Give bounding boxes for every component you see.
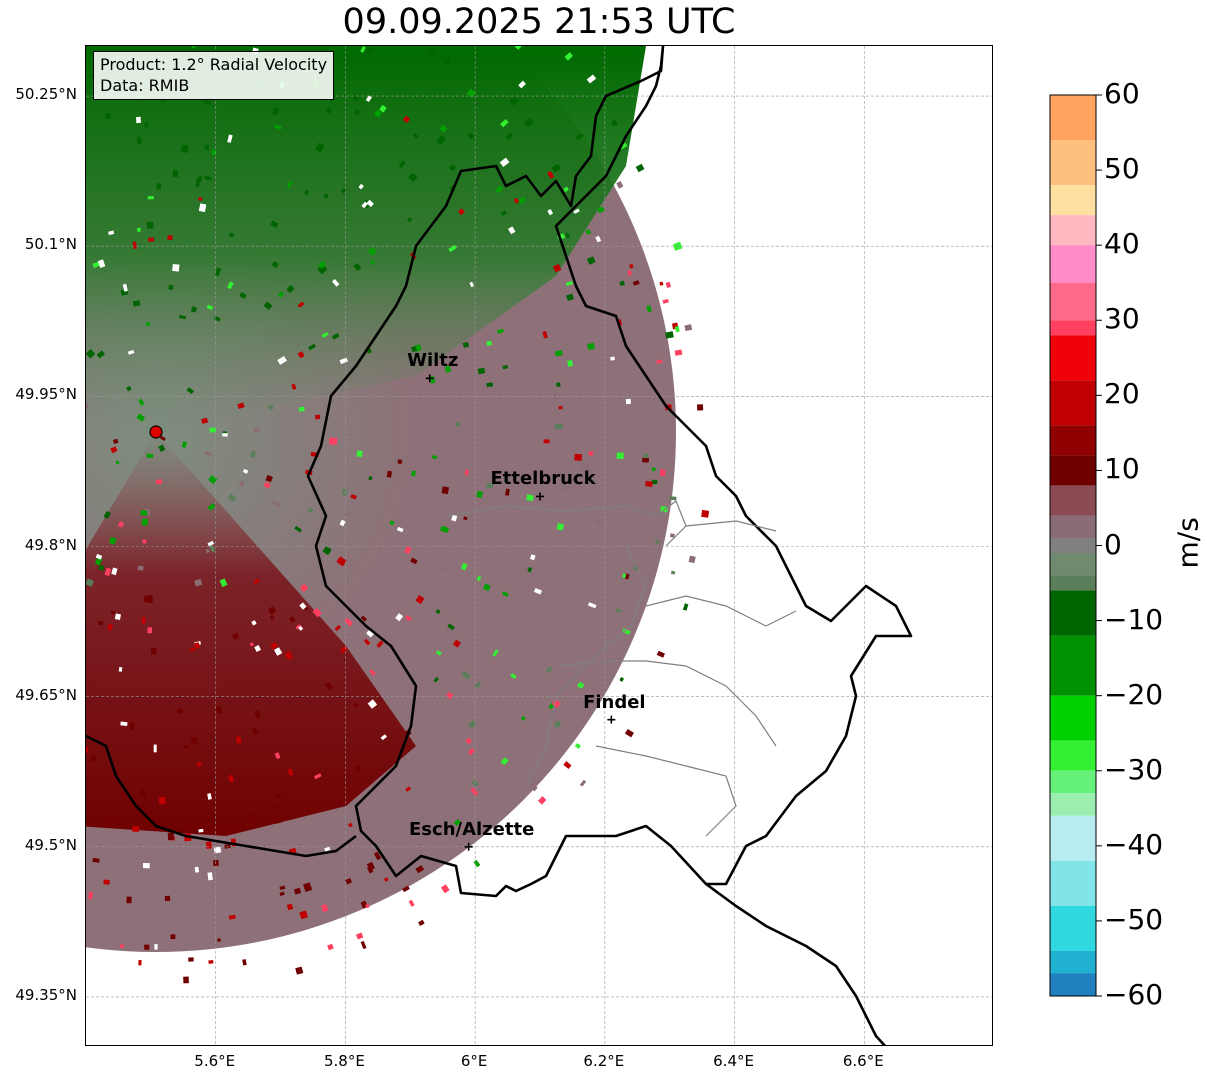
colorbar-tick-label: −60 — [1104, 978, 1164, 1011]
lon-tick-label: 6°E — [460, 1052, 488, 1070]
radar-site-marker — [149, 425, 163, 439]
lat-tick-label: 49.65°N — [15, 685, 77, 704]
lat-tick-label: 49.95°N — [15, 385, 77, 404]
city-label: Ettelbruck — [490, 468, 596, 490]
city-label: Esch/Alzette — [409, 818, 535, 840]
colorbar-band — [1050, 553, 1096, 576]
colorbar-band — [1050, 635, 1096, 696]
city-marker — [425, 374, 434, 383]
map-panel[interactable] — [85, 45, 993, 1046]
colorbar-band — [1050, 575, 1096, 591]
colorbar-band — [1050, 215, 1096, 246]
lon-tick-label: 6.6°E — [842, 1052, 884, 1070]
colorbar-band — [1050, 95, 1096, 141]
colorbar-tick-label: 0 — [1104, 527, 1122, 561]
colorbar-band — [1050, 335, 1096, 381]
colorbar-band — [1050, 950, 1096, 974]
data-source-label: Data: RMIB — [100, 76, 190, 95]
colorbar-tick-label: 50 — [1104, 152, 1140, 186]
colorbar-band — [1050, 740, 1096, 771]
lon-tick-label: 5.6°E — [194, 1052, 236, 1070]
lat-tick-label: 49.8°N — [24, 535, 77, 554]
radar-speckle — [86, 46, 710, 984]
city-label: Wiltz — [407, 350, 459, 372]
colorbar-tick-label: 30 — [1104, 302, 1140, 336]
radar-map[interactable] — [86, 46, 993, 1046]
lon-tick-label: 5.8°E — [324, 1052, 365, 1070]
product-info-box: Product: 1.2° Radial Velocity Data: RMIB — [93, 51, 335, 100]
colorbar-tick-label: 40 — [1104, 227, 1140, 261]
city-marker — [464, 842, 473, 851]
colorbar-tick-label: −30 — [1104, 752, 1164, 786]
city-markers — [425, 374, 616, 851]
colorbar-band — [1050, 185, 1096, 216]
colorbar-band — [1050, 320, 1096, 336]
colorbar-band — [1050, 515, 1096, 538]
lon-tick-label: 6.4°E — [713, 1052, 754, 1070]
colorbar-tick-label: −50 — [1104, 902, 1164, 936]
colorbar-band — [1050, 770, 1096, 794]
colorbar-band — [1050, 425, 1096, 456]
colorbar-band — [1050, 140, 1096, 186]
colorbar-band — [1050, 695, 1096, 741]
radar-coverage — [86, 46, 710, 984]
colorbar-tick-label: −20 — [1104, 677, 1164, 711]
colorbar-band — [1050, 793, 1096, 816]
colorbar-band — [1050, 485, 1096, 516]
colorbar-band — [1050, 905, 1096, 951]
map-title: 09.09.2025 21:53 UTC — [342, 2, 736, 42]
country-borders — [86, 46, 913, 1045]
colorbar-unit-label: m/s — [1171, 517, 1205, 569]
lat-tick-label: 50.25°N — [15, 85, 77, 104]
product-label: Product: 1.2° Radial Velocity — [100, 55, 328, 74]
colorbar-band — [1050, 282, 1096, 321]
colorbar-tick-label: 20 — [1104, 377, 1140, 411]
colorbar-band — [1050, 590, 1096, 636]
colorbar-band — [1050, 973, 1096, 996]
colorbar-tick-label: −40 — [1104, 827, 1164, 861]
admin-boundaries — [445, 500, 797, 837]
lon-tick-label: 6.2°E — [583, 1052, 625, 1070]
velocity-colorbar — [1049, 94, 1102, 997]
city-label: Findel — [583, 691, 646, 713]
colorbar-band — [1050, 860, 1096, 906]
colorbar-tick-label: 60 — [1104, 77, 1140, 110]
city-marker — [607, 715, 616, 724]
colorbar-band — [1050, 380, 1096, 426]
city-marker — [536, 492, 544, 501]
colorbar-band — [1050, 455, 1096, 486]
lat-tick-label: 50.1°N — [24, 235, 77, 254]
colorbar-band — [1050, 815, 1096, 861]
colorbar-tick-label: −10 — [1104, 602, 1164, 636]
colorbar-tick-label: 10 — [1104, 452, 1140, 486]
colorbar-band — [1050, 245, 1096, 283]
lat-tick-label: 49.5°N — [24, 835, 77, 854]
gridlines — [86, 46, 992, 1045]
colorbar-band — [1050, 537, 1096, 554]
lat-tick-label: 49.35°N — [15, 985, 77, 1004]
